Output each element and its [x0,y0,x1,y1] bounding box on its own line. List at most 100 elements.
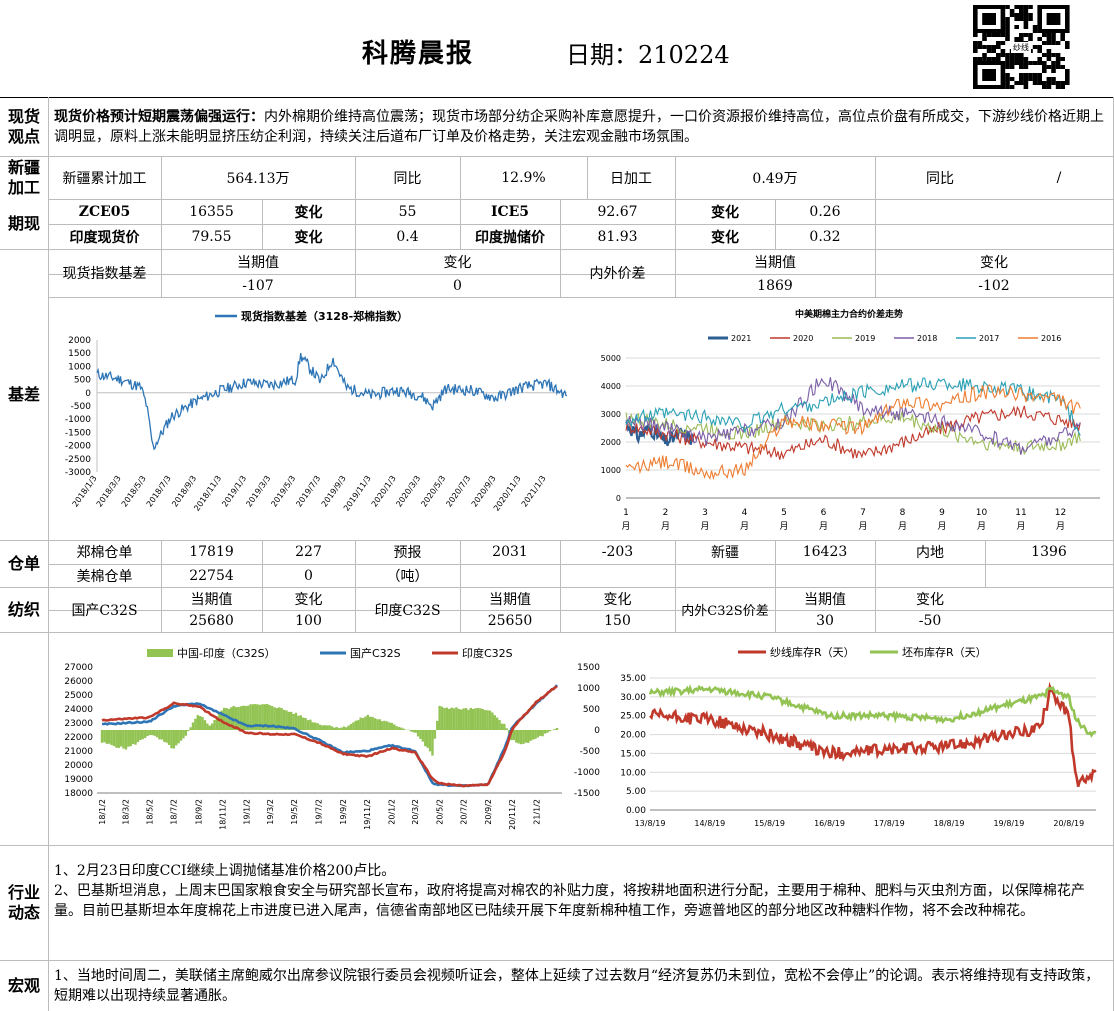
wh-unit: （吨） [386,568,429,585]
c3-bar [340,727,343,730]
c1-xtick: 2020/5/3 [419,474,447,509]
wh-inland-label: 内地 [916,545,944,561]
c3-bar [452,708,456,730]
c4-xtick: 18/8/19 [934,819,965,828]
spin-spread-head-value: 当期值 [804,591,846,608]
c3-bar [206,723,209,730]
basis-spread-value: 1869 [757,277,793,294]
c3-bar [196,715,199,730]
c2-legend-label: 2017 [979,334,999,343]
c3-bar [278,707,281,730]
c3-bar [170,730,173,749]
fut-india-reserve-change-label: 变化 [711,229,739,246]
c2-xtick-unit: 月 [858,521,867,532]
c3-bar [469,707,472,730]
basis-spread-label: 内外价差 [589,266,646,282]
spin-dom-head-value: 当期值 [190,591,233,608]
xj-label-yoy2: 同比 [926,170,954,187]
section-macro: 宏观 [7,975,40,995]
c3-bar [179,730,183,741]
c3-bar [488,710,492,730]
c3-bar [203,720,207,730]
c2-xtick: 2 [663,508,669,518]
c3-bar [481,709,484,730]
c3-bar [313,722,317,730]
xj-label-yoy: 同比 [393,170,422,187]
c3-bar [426,730,429,748]
qr-code [965,5,1077,91]
basis-spread-change: -102 [978,277,1010,294]
c3-bar [263,704,267,730]
c3-bar [342,726,346,730]
c3-bar [467,709,470,730]
c3-bar [187,730,190,732]
c3-ytick: 23000 [64,719,93,729]
c3-bar [208,725,211,730]
c3-bar [517,730,520,744]
c3-bar [424,730,427,747]
c3-bar [383,720,386,730]
c1-ytick: -2000 [65,442,91,452]
c3-bar [495,717,499,730]
c3-bar [242,705,245,730]
us-china-spread-chart: 中美期棉主力合约价差走势 2021 2020 2019 2018 2017 2016 50… [601,308,1100,532]
c3-bar [184,730,188,736]
c3-bar [392,724,396,730]
wh-inland-value: 1396 [1031,544,1067,560]
basis-spread-head-change: 变化 [980,254,1008,271]
c1-ytick: -3000 [65,468,91,478]
c3-bar [198,716,202,730]
c3-bar [158,730,161,740]
wh-forecast-change: -203 [601,544,634,560]
c4-series-纱线库存R（天） [649,681,1097,787]
c1-xtick: 2019/3/3 [244,474,272,509]
c3-bar [131,730,135,745]
c3-bar [201,716,204,730]
section-futures: 期现 [7,214,40,233]
c3-legend-label: 印度C32S [462,646,513,660]
xj-label-cumulative: 新疆累计加工 [62,170,147,187]
c3-bar [182,730,185,739]
c3-bar [153,730,156,736]
c3-bar [352,722,355,730]
c3-xtick: 19/7/2 [314,799,323,825]
c3-bar [249,704,252,730]
c2-xtick: 4 [742,508,748,518]
c3-bar [515,730,518,743]
spin-india-change: 150 [604,613,631,629]
c4-xtick: 17/8/19 [874,819,905,828]
c1-ytick: -1500 [65,428,91,438]
c3-bar [155,730,159,738]
c3-bar [151,730,154,736]
c4-xtick: 19/8/19 [993,819,1024,828]
c2-legend-label: 2019 [855,334,875,343]
c3-bar [380,721,384,730]
c3-bar [471,708,475,730]
c3-bar [376,719,379,730]
c3-bar [345,727,348,730]
c3-bar [536,730,540,738]
c3-bar [119,730,123,747]
c3-y2tick: 0 [594,726,600,736]
c3-bar [548,730,552,732]
c3-y2tick: -1000 [574,768,600,778]
c3-bar [414,730,417,733]
c4-xtick: 14/8/19 [694,819,725,828]
c3-bar [225,708,228,730]
wh-zz-value: 17819 [189,544,234,560]
c3-xtick: 18/7/2 [170,799,179,825]
c2-ytick: 5000 [601,354,621,363]
c3-ytick: 25000 [64,691,93,701]
c3-bar [369,716,372,730]
c3-xtick: 18/1/2 [98,799,107,825]
qr-caption: 纱线 [1011,42,1031,53]
c3-bar [524,730,528,743]
c3-bar [428,730,432,752]
c3-bar [397,727,401,730]
fut-india-reserve-change: 0.32 [809,228,841,245]
wh-us-label: 美棉仓单 [76,568,133,585]
c3-bar [359,717,362,730]
yarn-price-chart: 中国-印度（C32S） 国产C32S 印度C32S 27000 26000 25000 2… [64,646,600,830]
c3-bar [122,730,125,749]
c3-bar [306,720,310,730]
